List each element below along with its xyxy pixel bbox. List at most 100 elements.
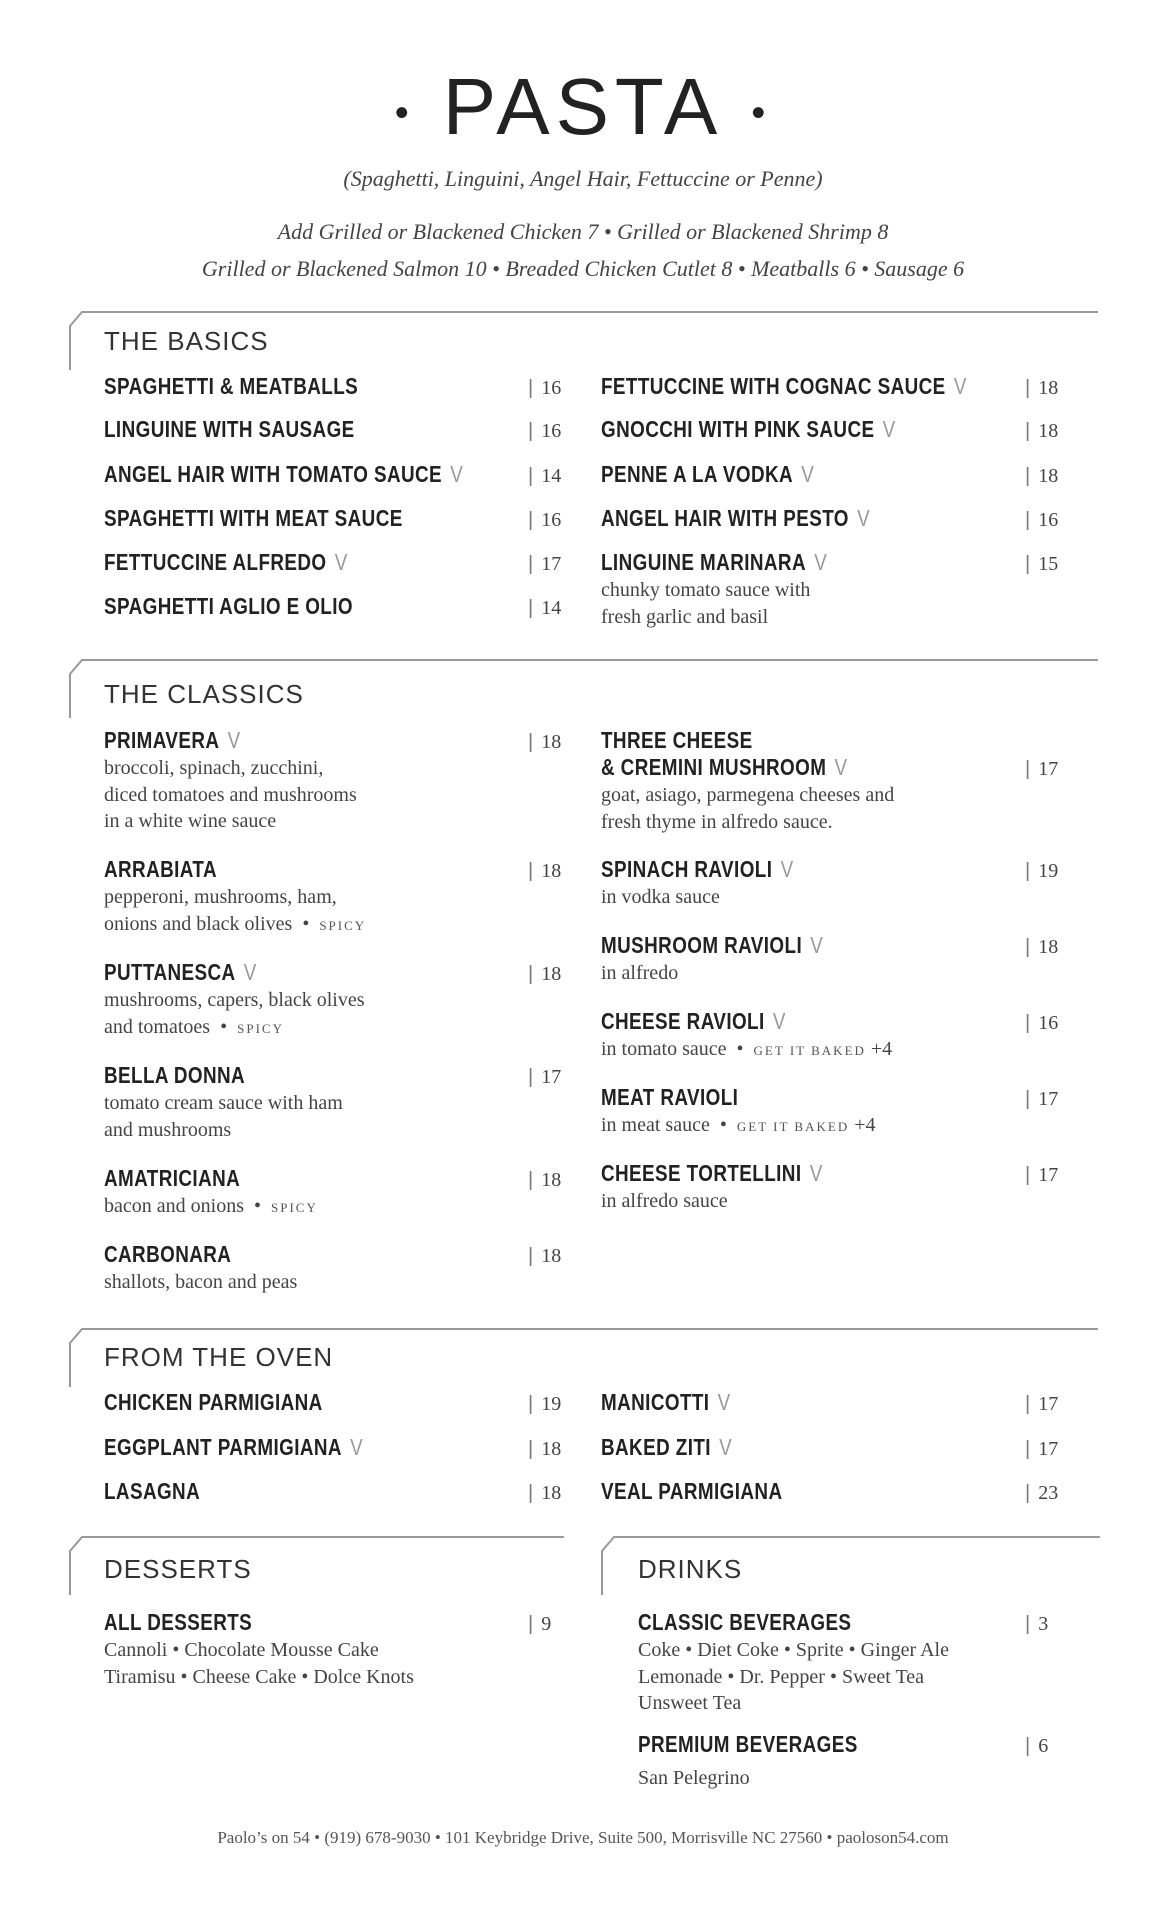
pasta-types: (Spaghetti, Linguini, Angel Hair, Fettuc… bbox=[343, 166, 823, 191]
price-value: 18 bbox=[541, 731, 562, 753]
menu-item-price: | 18 bbox=[528, 858, 561, 885]
item-name-text: EGGPLANT PARMIGIANA bbox=[104, 1434, 342, 1460]
menu-item-price: | 14 bbox=[528, 463, 561, 490]
menu-item-name: ARRABIATA bbox=[104, 856, 217, 883]
menu-item-price: | 9 bbox=[528, 1611, 551, 1638]
menu-item-price: | 14 bbox=[528, 595, 561, 622]
price-divider: | bbox=[528, 860, 534, 882]
vegetarian-mark: V bbox=[814, 549, 828, 575]
price-value: 18 bbox=[1038, 420, 1059, 442]
price-value: 17 bbox=[1038, 1088, 1059, 1110]
menu-item-name: GNOCCHI WITH PINK SAUCE V bbox=[601, 416, 896, 443]
price-divider: | bbox=[1025, 377, 1031, 399]
item-name-text: & CREMINI MUSHROOM bbox=[601, 754, 827, 780]
price-value: 3 bbox=[1038, 1613, 1049, 1635]
menu-item-name: ALL DESSERTS bbox=[104, 1609, 252, 1636]
menu-item-name: SPAGHETTI & MEATBALLS bbox=[104, 373, 358, 400]
description-text: in meat sauce bbox=[601, 1114, 710, 1136]
menu-item-description: goat, asiago, parmegena cheeses and bbox=[601, 782, 894, 808]
vegetarian-mark: V bbox=[350, 1434, 364, 1460]
menu-item-price: | 17 bbox=[1025, 1391, 1058, 1418]
menu-item-name: LASAGNA bbox=[104, 1478, 200, 1505]
price-divider: | bbox=[528, 509, 534, 531]
description-text: Tiramisu • Cheese Cake • Dolce Knots bbox=[104, 1665, 414, 1688]
menu-item-price: | 17 bbox=[528, 551, 561, 578]
menu-item-price: | 16 bbox=[528, 507, 561, 534]
menu-item-description: Lemonade • Dr. Pepper • Sweet Tea bbox=[638, 1664, 924, 1690]
menu-item-description: broccoli, spinach, zucchini, bbox=[104, 755, 323, 781]
menu-item-description: and mushrooms bbox=[104, 1117, 231, 1143]
vegetarian-mark: V bbox=[810, 932, 824, 958]
menu-item-name: BAKED ZITI V bbox=[601, 1434, 732, 1461]
description-text: in a white wine sauce bbox=[104, 810, 277, 832]
menu-item-price: | 17 bbox=[1025, 1436, 1058, 1463]
vegetarian-mark: V bbox=[227, 727, 241, 753]
price-divider: | bbox=[1025, 1088, 1031, 1110]
menu-item-name: PENNE A LA VODKA V bbox=[601, 461, 814, 488]
price-divider: | bbox=[1025, 1164, 1031, 1186]
price-divider: | bbox=[1025, 1482, 1031, 1504]
menu-item-name: PRIMAVERA V bbox=[104, 727, 241, 754]
menu-item-name: SPAGHETTI WITH MEAT SAUCE bbox=[104, 505, 403, 532]
menu-item-price: | 18 bbox=[1025, 418, 1058, 445]
description-text: in alfredo sauce bbox=[601, 1190, 728, 1212]
item-name-text: ANGEL HAIR WITH TOMATO SAUCE bbox=[104, 461, 443, 487]
vegetarian-mark: V bbox=[780, 856, 794, 882]
price-divider: | bbox=[528, 963, 534, 985]
price-divider: | bbox=[1025, 936, 1031, 958]
price-divider: | bbox=[528, 1438, 534, 1460]
price-divider: | bbox=[528, 465, 534, 487]
price-value: 16 bbox=[1038, 509, 1059, 531]
vegetarian-mark: V bbox=[809, 1160, 823, 1186]
section-divider bbox=[601, 1536, 1100, 1595]
price-value: 6 bbox=[1038, 1735, 1049, 1757]
footer: Paolo’s on 54 • (919) 678-9030 • 101 Key… bbox=[217, 1828, 949, 1847]
price-value: 18 bbox=[541, 860, 562, 882]
menu-item-name: LINGUINE WITH SAUSAGE bbox=[104, 416, 355, 443]
menu-item-price: | 16 bbox=[1025, 1010, 1058, 1037]
description-text: Lemonade • Dr. Pepper • Sweet Tea bbox=[638, 1665, 925, 1688]
price-divider: | bbox=[528, 1393, 534, 1415]
tag-separator: • bbox=[709, 1114, 737, 1136]
section-title: DRINKS bbox=[638, 1554, 743, 1584]
description-text: tomato cream sauce with ham bbox=[104, 1092, 343, 1114]
menu-item-name: CHICKEN PARMIGIANA bbox=[104, 1389, 323, 1416]
item-name-text: FETTUCCINE ALFREDO bbox=[104, 549, 327, 575]
description-text: Unsweet Tea bbox=[638, 1692, 742, 1714]
tag-separator: • bbox=[243, 1195, 271, 1217]
price-divider: | bbox=[1025, 758, 1031, 780]
tag-separator: • bbox=[210, 1015, 238, 1038]
description-text: fresh thyme in alfredo sauce. bbox=[601, 810, 833, 833]
menu-item-name: MEAT RAVIOLI bbox=[601, 1084, 738, 1111]
price-divider: | bbox=[1025, 420, 1031, 442]
item-name-text: ALL DESSERTS bbox=[104, 1609, 253, 1635]
price-divider: | bbox=[528, 597, 534, 619]
menu-item-price: | 18 bbox=[1025, 934, 1058, 961]
vegetarian-mark: V bbox=[801, 461, 815, 487]
menu-item-name: CHEESE TORTELLINI V bbox=[601, 1160, 823, 1187]
price-value: 16 bbox=[1038, 1012, 1059, 1034]
description-text: goat, asiago, parmegena cheeses and bbox=[601, 784, 895, 806]
menu-item-price: | 23 bbox=[1025, 1480, 1058, 1507]
item-name-text: MANICOTTI bbox=[601, 1389, 710, 1415]
price-divider: | bbox=[528, 377, 534, 399]
price-value: 19 bbox=[541, 1393, 562, 1415]
item-name-text: CHEESE TORTELLINI bbox=[601, 1160, 802, 1186]
add-ons-line: Add Grilled or Blackened Chicken 7 • Gri… bbox=[277, 219, 889, 244]
item-name-text: BELLA DONNA bbox=[104, 1062, 246, 1088]
price-value: 16 bbox=[541, 509, 562, 531]
menu-item-price: | 16 bbox=[528, 418, 561, 445]
section-title: THE CLASSICS bbox=[104, 679, 304, 709]
page-title: • PASTA • bbox=[0, 62, 1166, 158]
menu-item-description: in vodka sauce bbox=[601, 884, 720, 910]
price-value: 17 bbox=[1038, 1164, 1059, 1186]
section-title: THE BASICS bbox=[104, 326, 269, 356]
menu-item-name: CARBONARA bbox=[104, 1241, 231, 1268]
menu-item-price: | 18 bbox=[528, 961, 561, 988]
item-name-text: PUTTANESCA bbox=[104, 959, 236, 985]
menu-item-description: diced tomatoes and mushrooms bbox=[104, 782, 357, 808]
price-divider: | bbox=[528, 553, 534, 575]
description-text: Coke • Diet Coke • Sprite • Ginger Ale bbox=[638, 1639, 949, 1661]
menu-item-description: and tomatoes • SPICY bbox=[104, 1014, 284, 1042]
